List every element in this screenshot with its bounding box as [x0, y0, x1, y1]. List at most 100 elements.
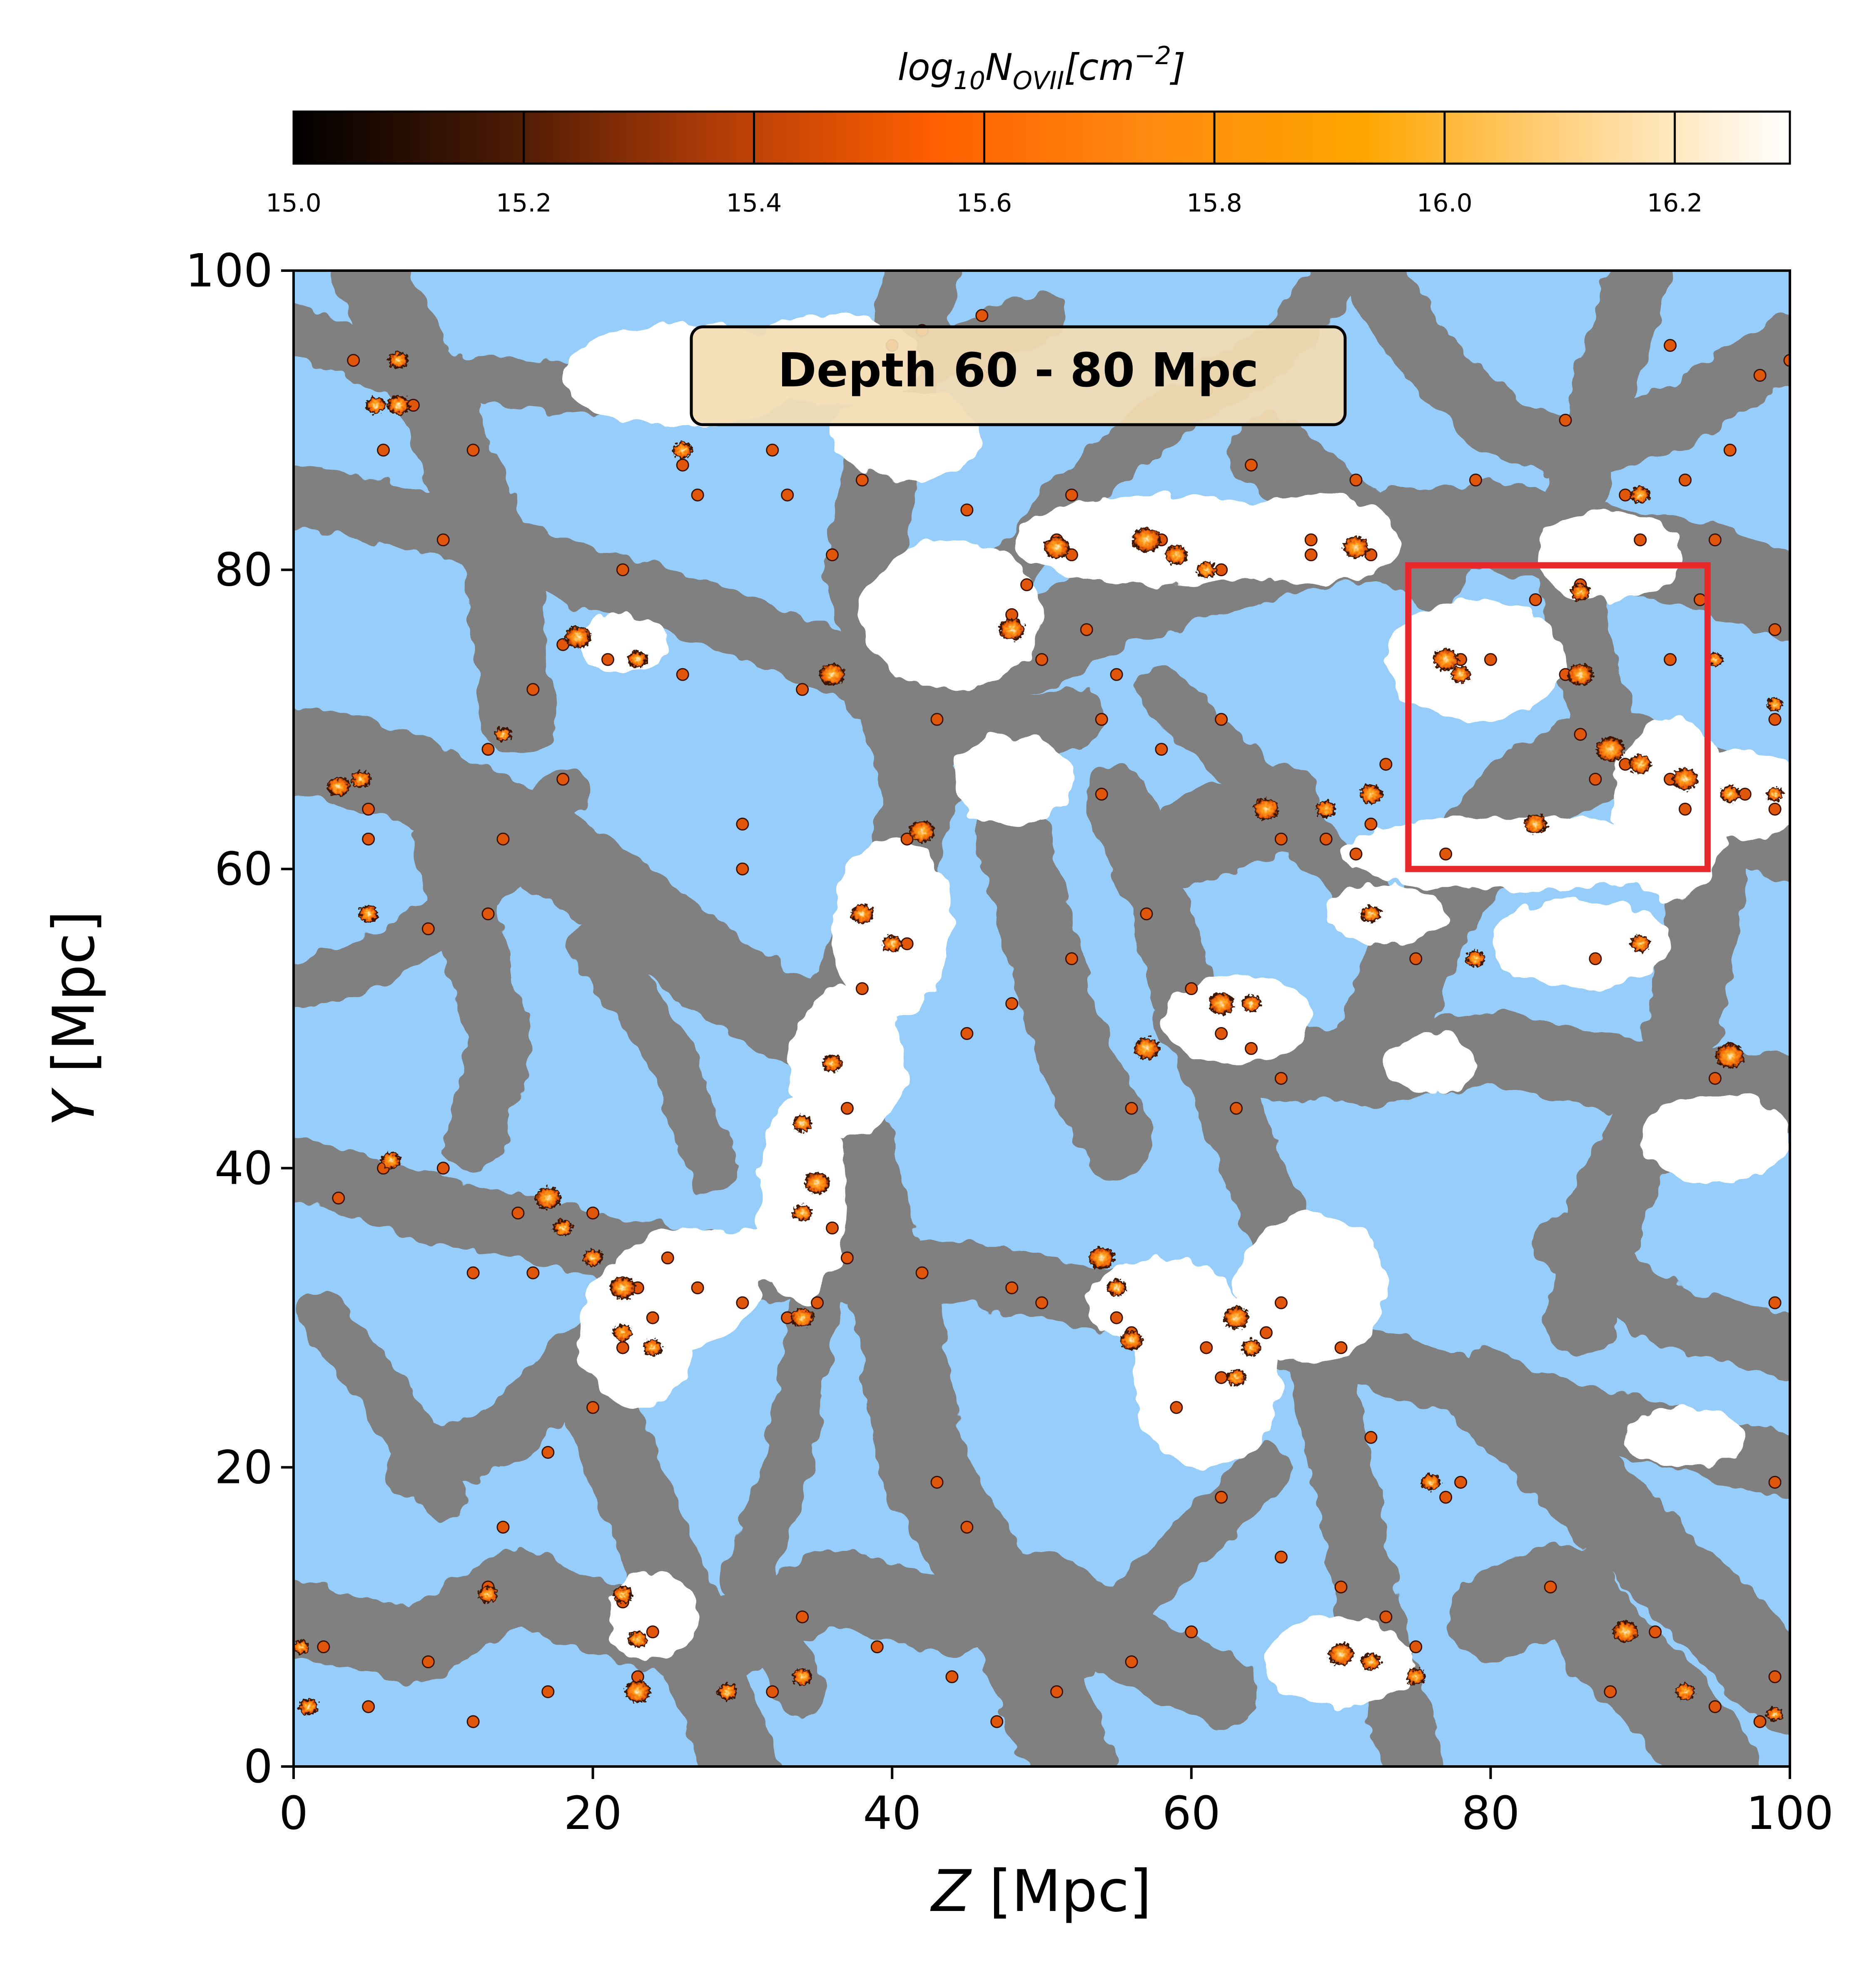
- hot-gas-region: [952, 734, 1072, 824]
- ovii-clump-large: [804, 1172, 830, 1194]
- ovii-clump-large: [792, 1668, 812, 1685]
- ovii-clump: [1274, 1296, 1288, 1309]
- ovii-clump: [377, 443, 390, 457]
- ovii-clump: [646, 1311, 659, 1324]
- ovii-clump: [616, 1341, 629, 1354]
- ovii-clump: [1559, 413, 1572, 427]
- ovii-clump-large: [359, 905, 379, 923]
- ovii-clump: [1185, 982, 1198, 995]
- colorbar-tick-label: 15.4: [726, 189, 782, 218]
- filament: [1447, 1349, 1790, 1736]
- ovii-clump-large: [381, 1152, 401, 1169]
- colorbar: 15.0 15.2 15.4 15.6 15.8 16.0 16.2 log10NOVII[…: [266, 41, 1791, 218]
- x-axis-title: Z [Mpc]: [930, 1858, 1152, 1925]
- ovii-clump: [855, 473, 869, 487]
- ovii-clump: [1708, 1072, 1722, 1085]
- ovii-clump: [960, 503, 974, 517]
- ovii-clump-large: [673, 441, 693, 459]
- ovii-clump: [526, 683, 540, 696]
- ovii-clump: [840, 1251, 854, 1264]
- colorbar-tick-label: 16.0: [1417, 189, 1473, 218]
- ovii-clump-large: [1223, 1306, 1249, 1329]
- highlight-box: [1405, 562, 1711, 872]
- ovii-clump: [362, 832, 375, 846]
- ovii-clump-large: [1241, 1339, 1261, 1356]
- ovii-clump: [1738, 788, 1752, 801]
- ovii-clump-large: [1672, 768, 1698, 791]
- ovii-clump: [646, 1625, 659, 1639]
- ovii-clump-large: [1241, 995, 1261, 1012]
- ovii-clump-large: [1524, 814, 1547, 834]
- ovii-clump: [1215, 563, 1228, 577]
- hot-gas-region: [578, 1258, 698, 1408]
- hot-gas-region: [683, 1228, 802, 1288]
- ovii-clump-large: [1361, 905, 1381, 923]
- y-tick-label: 80: [214, 543, 273, 597]
- ovii-clump-large: [565, 626, 591, 648]
- ovii-clump: [661, 1251, 674, 1264]
- ovii-clump-large: [999, 618, 1025, 641]
- filament: [1447, 1543, 1759, 1767]
- ovii-clump: [736, 862, 749, 876]
- ovii-clump: [1274, 1550, 1288, 1564]
- ovii-clump: [1035, 1296, 1048, 1309]
- ovii-clump: [1170, 1401, 1183, 1414]
- ovii-clump-large: [1767, 787, 1784, 801]
- hot-gas-region: [1490, 899, 1670, 989]
- ovii-clump: [436, 1162, 450, 1175]
- filament: [974, 801, 1154, 1176]
- ovii-clump: [496, 832, 510, 846]
- ovii-clump: [825, 548, 839, 562]
- ovii-clump-large: [1612, 1621, 1638, 1643]
- ovii-clump: [1439, 847, 1453, 861]
- annotation-box: [690, 325, 1347, 426]
- ovii-clump-large: [1134, 1037, 1159, 1060]
- x-tick-label: 0: [279, 1786, 308, 1840]
- filament: [294, 464, 1103, 766]
- ovii-clump: [1185, 1625, 1198, 1639]
- ovii-clump: [1768, 802, 1782, 816]
- ovii-clump: [1753, 369, 1767, 382]
- ovii-clump-large: [610, 1276, 636, 1299]
- x-tick-label: 40: [863, 1786, 921, 1840]
- ovii-clump: [796, 1610, 809, 1624]
- colorbar-tick-label: 15.6: [957, 189, 1012, 218]
- ovii-clump-large: [822, 1055, 842, 1072]
- x-tick-label: 80: [1461, 1786, 1520, 1840]
- ovii-clump: [1409, 952, 1423, 965]
- ovii-clump-large: [1316, 801, 1336, 818]
- ovii-clump: [781, 488, 794, 502]
- ovii-clump-large: [1089, 1247, 1114, 1269]
- ovii-clump: [1215, 1027, 1228, 1040]
- ovii-clump: [691, 1281, 704, 1294]
- ovii-clump-large: [1106, 1279, 1126, 1296]
- ovii-clump: [1469, 473, 1482, 487]
- ovii-clump-large: [583, 1249, 603, 1266]
- ovii-clump-large: [1328, 1643, 1354, 1665]
- filament: [568, 918, 738, 1193]
- ovii-clump: [1349, 473, 1363, 487]
- ovii-clump-large: [387, 395, 410, 415]
- ovii-clump-large: [1421, 1474, 1441, 1491]
- ovii-clump: [1334, 1341, 1348, 1354]
- ovii-clump: [1484, 653, 1497, 666]
- ovii-clump: [511, 1207, 525, 1220]
- ovii-clump: [1080, 623, 1093, 636]
- filament: [331, 271, 556, 757]
- ovii-clump: [526, 1266, 540, 1279]
- ovii-clump-large: [613, 1324, 633, 1341]
- ovii-clump: [1768, 713, 1782, 726]
- x-tick-label: 100: [1746, 1786, 1834, 1840]
- ovii-clump: [930, 713, 944, 726]
- filament: [1534, 1212, 1790, 1379]
- ovii-clump: [960, 1520, 974, 1534]
- ovii-clump-large: [1570, 584, 1590, 601]
- ovii-clump: [915, 1266, 929, 1279]
- colorbar-label: log10NOVII[cm−2]: [897, 41, 1185, 95]
- ovii-clump-large: [1359, 784, 1383, 804]
- ovii-clump-large: [1767, 697, 1784, 712]
- ovii-clump: [1230, 1102, 1243, 1115]
- ovii-clump: [1110, 1311, 1123, 1324]
- ovii-clump-large: [1044, 536, 1070, 559]
- ovii-clump: [1379, 758, 1393, 771]
